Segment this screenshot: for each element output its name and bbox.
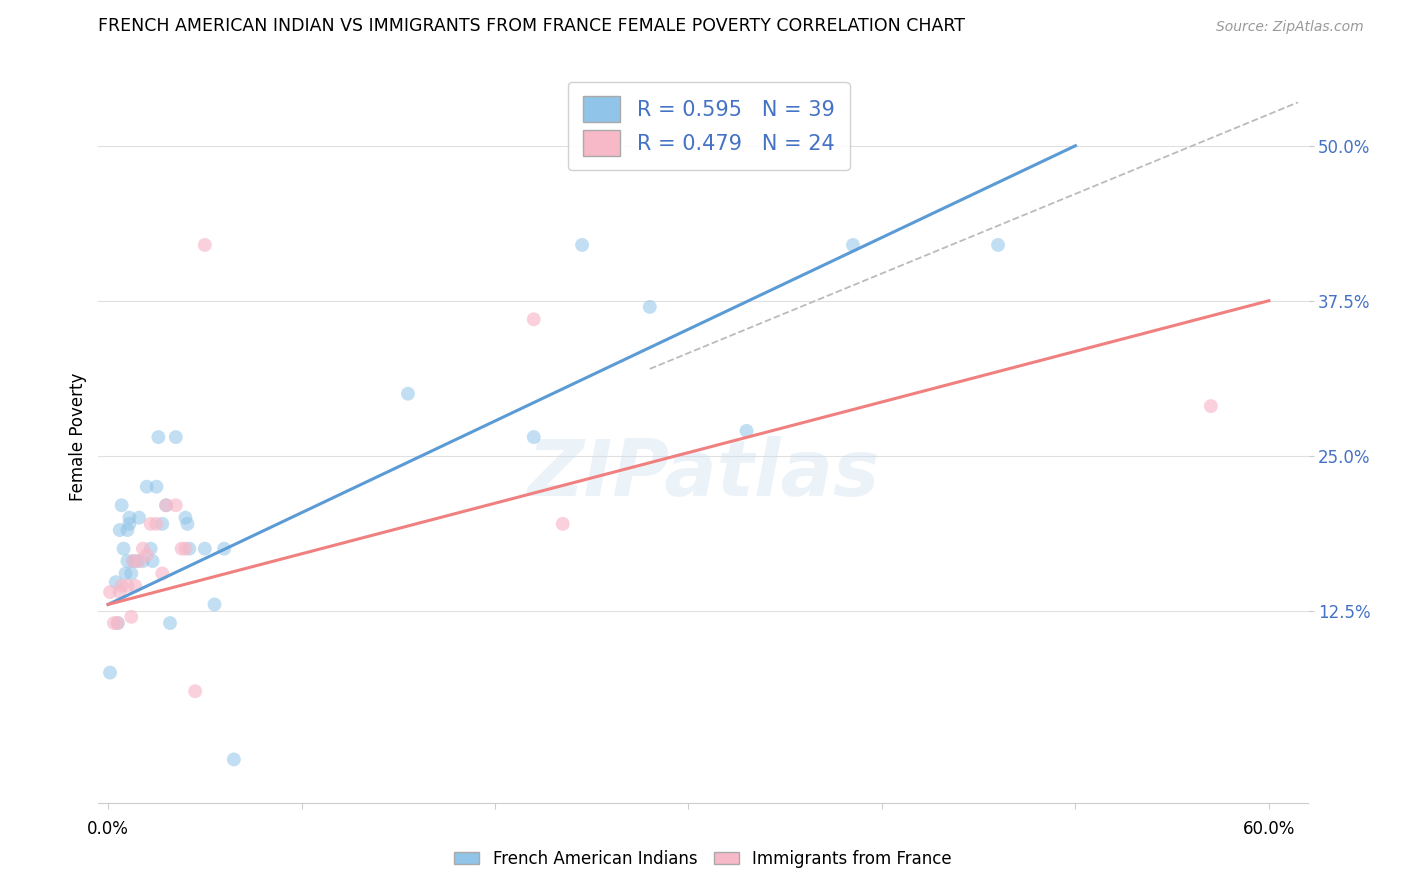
- Point: [212, 541, 235, 556]
- Point: [148, 430, 170, 444]
- Point: [98, 585, 121, 599]
- Point: [120, 610, 142, 624]
- Point: [735, 424, 758, 438]
- Point: [174, 510, 197, 524]
- Point: [142, 554, 165, 568]
- Point: [396, 386, 419, 401]
- Point: [139, 541, 162, 556]
- Point: [222, 752, 245, 766]
- Point: [127, 554, 149, 568]
- Point: [108, 585, 131, 599]
- Point: [117, 579, 139, 593]
- Point: [139, 516, 162, 531]
- Point: [194, 541, 217, 556]
- Y-axis label: Female Poverty: Female Poverty: [69, 373, 87, 501]
- Point: [194, 238, 217, 252]
- Text: FRENCH AMERICAN INDIAN VS IMMIGRANTS FROM FRANCE FEMALE POVERTY CORRELATION CHAR: FRENCH AMERICAN INDIAN VS IMMIGRANTS FRO…: [98, 17, 966, 35]
- Point: [145, 516, 167, 531]
- Point: [523, 312, 546, 326]
- Point: [987, 238, 1010, 252]
- Point: [108, 523, 131, 537]
- Point: [176, 516, 198, 531]
- Point: [1199, 399, 1222, 413]
- Point: [112, 541, 135, 556]
- Point: [155, 498, 177, 512]
- Point: [120, 566, 142, 581]
- Point: [150, 566, 173, 581]
- Point: [132, 541, 155, 556]
- Point: [118, 510, 141, 524]
- Point: [165, 430, 187, 444]
- Point: [204, 598, 226, 612]
- Legend: French American Indians, Immigrants from France: French American Indians, Immigrants from…: [447, 844, 959, 875]
- Point: [114, 566, 136, 581]
- Point: [842, 238, 865, 252]
- Text: 60.0%: 60.0%: [1243, 820, 1295, 838]
- Point: [98, 665, 121, 680]
- Text: Source: ZipAtlas.com: Source: ZipAtlas.com: [1216, 21, 1364, 34]
- Point: [145, 480, 167, 494]
- Point: [111, 498, 134, 512]
- Point: [104, 575, 127, 590]
- Point: [165, 498, 187, 512]
- Point: [135, 480, 157, 494]
- Point: [179, 541, 201, 556]
- Point: [128, 554, 150, 568]
- Point: [132, 554, 155, 568]
- Point: [638, 300, 661, 314]
- Point: [107, 615, 129, 630]
- Text: 0.0%: 0.0%: [87, 820, 129, 838]
- Point: [571, 238, 593, 252]
- Point: [124, 579, 146, 593]
- Point: [111, 579, 134, 593]
- Point: [174, 541, 197, 556]
- Point: [523, 430, 546, 444]
- Point: [128, 510, 150, 524]
- Point: [122, 554, 145, 568]
- Point: [107, 615, 129, 630]
- Point: [170, 541, 193, 556]
- Point: [551, 516, 574, 531]
- Point: [159, 615, 181, 630]
- Point: [155, 498, 177, 512]
- Point: [118, 516, 141, 531]
- Legend: R = 0.595   N = 39, R = 0.479   N = 24: R = 0.595 N = 39, R = 0.479 N = 24: [568, 82, 849, 170]
- Point: [117, 523, 139, 537]
- Point: [122, 554, 145, 568]
- Point: [150, 516, 173, 531]
- Point: [135, 548, 157, 562]
- Point: [117, 554, 139, 568]
- Point: [184, 684, 207, 698]
- Point: [103, 615, 125, 630]
- Text: ZIPatlas: ZIPatlas: [527, 435, 879, 512]
